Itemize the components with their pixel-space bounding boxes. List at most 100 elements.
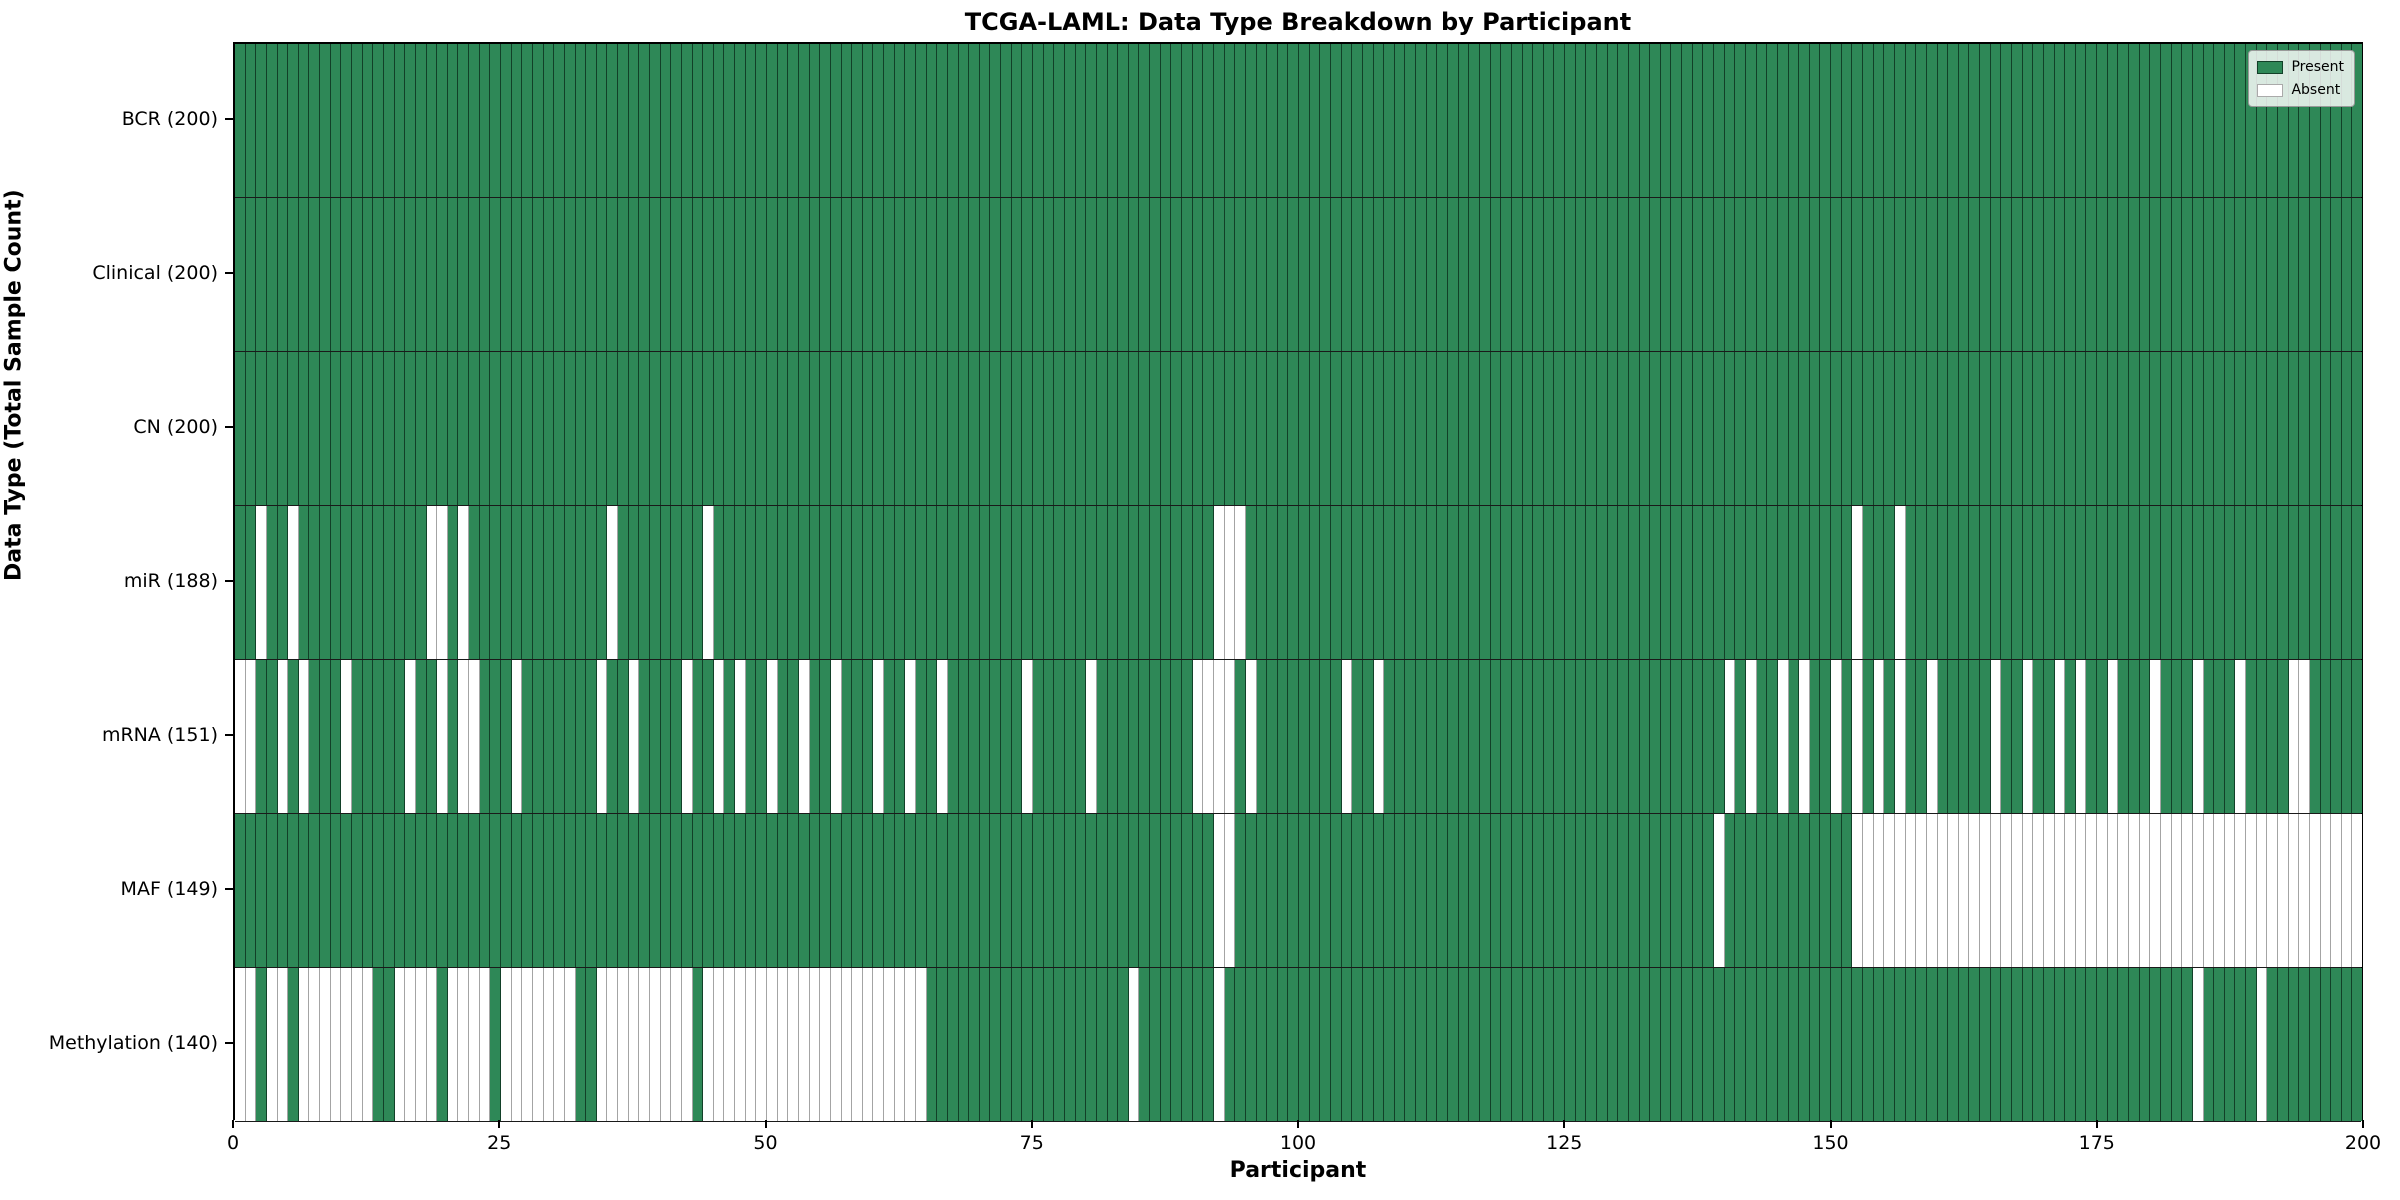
cell	[2033, 352, 2044, 505]
cell	[916, 352, 927, 505]
heatmap-row-mir	[235, 506, 2363, 660]
cell	[2043, 660, 2055, 813]
cell	[373, 198, 384, 351]
cell	[1203, 352, 1214, 505]
cell	[1745, 660, 1757, 813]
cell	[916, 44, 927, 197]
cell	[1628, 968, 1640, 1121]
cell	[1362, 44, 1374, 197]
cell	[1033, 814, 1044, 967]
cell	[320, 506, 331, 659]
cell	[1926, 968, 1938, 1121]
cell	[1213, 352, 1225, 505]
cell	[2309, 814, 2321, 967]
cell	[1182, 814, 1193, 967]
cell	[490, 198, 502, 351]
cell	[2331, 968, 2342, 1121]
cell	[1320, 814, 1331, 967]
cell	[1809, 660, 1821, 813]
cell	[2299, 814, 2310, 967]
cell	[1309, 198, 1321, 351]
cell	[1799, 44, 1810, 197]
cell	[1799, 198, 1810, 351]
cell	[426, 660, 438, 813]
cell	[947, 198, 959, 351]
cell	[1384, 506, 1395, 659]
cell	[1650, 352, 1661, 505]
cell	[639, 506, 650, 659]
cell	[756, 44, 768, 197]
cell	[1501, 352, 1512, 505]
cell	[256, 198, 267, 351]
cell	[1554, 198, 1566, 351]
cell	[479, 814, 491, 967]
cell	[1958, 198, 1970, 351]
cell	[1192, 44, 1204, 197]
cell	[1203, 814, 1214, 967]
cell	[1756, 968, 1768, 1121]
cell	[543, 660, 555, 813]
cell	[543, 44, 555, 197]
cell	[2001, 506, 2012, 659]
cell	[1650, 968, 1661, 1121]
cell	[2214, 198, 2225, 351]
cell	[1224, 198, 1236, 351]
cell	[692, 198, 704, 351]
cell	[1426, 968, 1438, 1121]
cell	[2139, 814, 2151, 967]
cell	[245, 506, 257, 659]
cell	[415, 660, 427, 813]
cell	[479, 198, 491, 351]
cell	[2246, 44, 2257, 197]
cell	[1299, 506, 1310, 659]
cell	[1394, 506, 1406, 659]
chart-title: TCGA-LAML: Data Type Breakdown by Partic…	[964, 8, 1632, 36]
cell	[1714, 814, 1725, 967]
cell	[1937, 968, 1949, 1121]
cell	[1330, 352, 1342, 505]
cell	[1671, 968, 1683, 1121]
cell	[958, 506, 970, 659]
cell	[1948, 198, 1959, 351]
cell	[1735, 660, 1746, 813]
cell	[469, 660, 480, 813]
cell	[1714, 44, 1725, 197]
cell	[1267, 660, 1278, 813]
cell	[618, 968, 629, 1121]
cell	[575, 44, 587, 197]
cell	[2256, 660, 2268, 813]
cell	[1597, 198, 1608, 351]
cell	[809, 968, 821, 1121]
cell	[958, 814, 970, 967]
cell	[1926, 660, 1938, 813]
cell	[639, 352, 650, 505]
cell	[1607, 198, 1619, 351]
cell	[2054, 352, 2066, 505]
cell	[937, 352, 948, 505]
cell	[788, 198, 799, 351]
cell	[1288, 506, 1300, 659]
cell	[330, 352, 342, 505]
cell	[1586, 660, 1597, 813]
cell	[1511, 506, 1523, 659]
cell	[320, 44, 331, 197]
cell	[841, 352, 853, 505]
cell	[1820, 814, 1832, 967]
cell	[1873, 352, 1885, 505]
cell	[532, 352, 544, 505]
y-tick-mark	[225, 426, 233, 428]
cell	[1022, 506, 1034, 659]
cell	[447, 506, 459, 659]
cell	[437, 44, 448, 197]
cell	[1096, 506, 1108, 659]
cell	[1096, 660, 1108, 813]
cell	[1692, 44, 1704, 197]
cell	[713, 198, 725, 351]
cell	[1554, 968, 1566, 1121]
cell	[2309, 506, 2321, 659]
cell	[2182, 660, 2193, 813]
cell	[681, 814, 693, 967]
cell	[2256, 44, 2268, 197]
cell	[2075, 44, 2087, 197]
cell	[777, 968, 789, 1121]
